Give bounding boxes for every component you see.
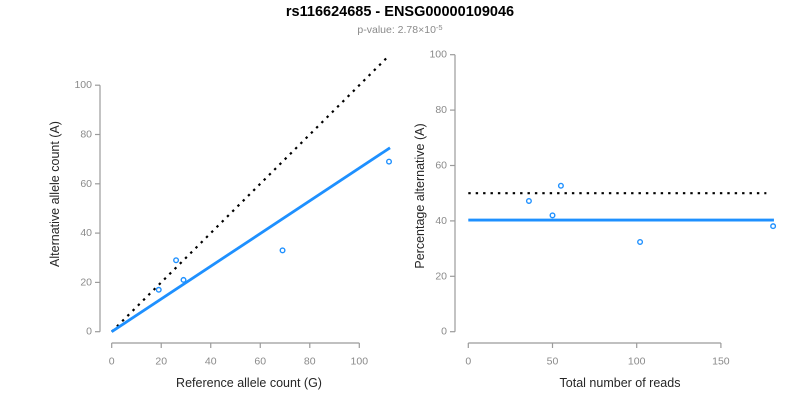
figure-title: rs116624685 - ENSG00000109046 bbox=[285, 4, 515, 20]
x-tick-label: 60 bbox=[254, 356, 266, 368]
data-point bbox=[525, 197, 532, 204]
y-tick-label: 60 bbox=[80, 178, 92, 190]
y-tick-label: 40 bbox=[435, 215, 447, 227]
y-tick-label: 100 bbox=[74, 79, 92, 91]
pvalue-exponent: -5 bbox=[435, 23, 443, 32]
identity-line bbox=[110, 56, 389, 333]
y-tick-label: 0 bbox=[86, 326, 92, 338]
data-point bbox=[173, 257, 180, 264]
y-tick-label: 60 bbox=[435, 160, 447, 172]
right-panel-percentage-alternative-scatter: 0 50 100 150 0 20 40 60 80 100 Total number of rea… bbox=[413, 49, 777, 390]
x-tick-label: 0 bbox=[465, 356, 471, 368]
y-tick-label: 20 bbox=[435, 270, 447, 282]
data-point bbox=[557, 182, 564, 189]
y-tick-label: 100 bbox=[429, 49, 447, 61]
y-axis-title: Alternative allele count (A) bbox=[48, 121, 62, 267]
y-tick-label: 0 bbox=[441, 326, 447, 338]
x-tick-label: 100 bbox=[351, 356, 369, 368]
x-tick-label: 50 bbox=[547, 356, 559, 368]
x-tick-label: 0 bbox=[109, 356, 115, 368]
pvalue-mantissa: 2.78×10 bbox=[397, 24, 436, 36]
data-point bbox=[637, 238, 644, 245]
x-tick-label: 40 bbox=[205, 356, 217, 368]
data-point bbox=[549, 212, 556, 219]
x-tick-label: 100 bbox=[628, 356, 646, 368]
pvalue-label: p-value: bbox=[357, 24, 398, 36]
y-tick-label: 20 bbox=[80, 276, 92, 288]
x-tick-label: 150 bbox=[712, 356, 730, 368]
x-tick-label: 20 bbox=[155, 356, 167, 368]
x-axis-title: Total number of reads bbox=[560, 376, 681, 390]
figure-subtitle: p-value: 2.78×10-5 bbox=[0, 23, 800, 36]
y-tick-label: 80 bbox=[435, 104, 447, 116]
data-point bbox=[386, 158, 393, 165]
data-point bbox=[180, 276, 187, 283]
data-point bbox=[155, 286, 162, 293]
left-panel-allele-count-scatter: 0 20 40 60 80 100 0 20 40 60 80 100 Reference allele… bbox=[48, 56, 393, 390]
x-tick-label: 80 bbox=[304, 356, 316, 368]
fitted-line bbox=[110, 146, 391, 333]
y-tick-label: 40 bbox=[80, 227, 92, 239]
data-point bbox=[770, 223, 777, 230]
data-point bbox=[279, 247, 286, 254]
y-tick-label: 80 bbox=[80, 129, 92, 141]
x-axis-title: Reference allele count (G) bbox=[176, 376, 322, 390]
y-axis-title: Percentage alternative (A) bbox=[413, 123, 427, 268]
